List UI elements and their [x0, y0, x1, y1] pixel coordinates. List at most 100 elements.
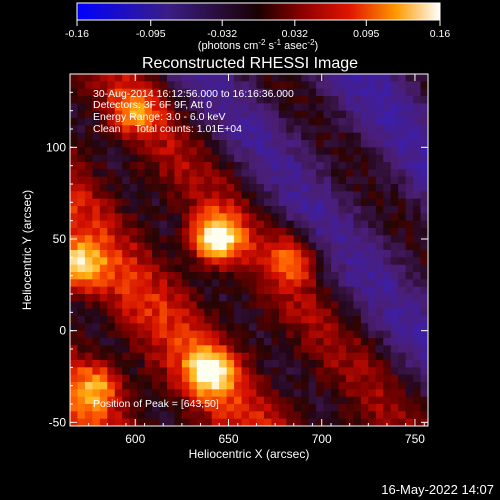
heatmap-pixel — [174, 184, 183, 192]
heatmap-pixel — [271, 396, 280, 405]
heatmap-pixel — [99, 323, 108, 332]
heatmap-pixel — [398, 162, 407, 170]
heatmap-pixel — [159, 308, 168, 317]
heatmap-pixel — [383, 418, 392, 427]
heatmap-pixel — [196, 389, 205, 398]
heatmap-pixel — [241, 323, 250, 332]
heatmap-pixel — [159, 74, 168, 82]
heatmap-pixel — [308, 264, 317, 273]
heatmap-pixel — [70, 316, 78, 324]
heatmap-pixel — [405, 110, 414, 119]
heatmap-pixel — [256, 323, 265, 332]
heatmap-pixel — [383, 330, 392, 339]
heatmap-pixel — [226, 257, 235, 266]
heatmap-pixel — [92, 81, 101, 90]
heatmap-pixel — [263, 352, 272, 361]
heatmap-pixel — [159, 345, 168, 354]
heatmap-pixel — [405, 345, 414, 354]
heatmap-pixel — [249, 367, 257, 376]
heatmap-pixel — [137, 294, 145, 302]
heatmap-pixel — [226, 220, 235, 229]
heatmap-pixel — [241, 176, 250, 185]
heatmap-pixel — [211, 191, 220, 200]
heatmap-pixel — [196, 147, 205, 156]
heatmap-pixel — [174, 367, 183, 376]
heatmap-pixel — [286, 191, 295, 200]
heatmap-pixel — [383, 176, 392, 185]
heatmap-pixel — [405, 154, 414, 163]
heatmap-pixel — [144, 286, 153, 295]
heatmap-pixel — [189, 382, 198, 390]
heatmap-pixel — [271, 411, 280, 420]
heatmap-pixel — [345, 389, 354, 398]
heatmap-pixel — [114, 323, 123, 332]
heatmap-pixel — [345, 382, 354, 390]
heatmap-pixel — [77, 352, 86, 361]
heatmap-pixel — [405, 301, 414, 310]
heatmap-pixel — [77, 330, 86, 339]
heatmap-pixel — [249, 257, 257, 266]
heatmap-pixel — [196, 169, 205, 178]
heatmap-pixel — [189, 264, 198, 273]
heatmap-pixel — [204, 279, 213, 288]
heatmap-pixel — [353, 176, 362, 185]
heatmap-pixel — [159, 235, 168, 244]
heatmap-pixel — [375, 286, 384, 295]
heatmap-pixel — [114, 125, 123, 134]
heatmap-pixel — [137, 330, 145, 339]
heatmap-pixel — [174, 294, 183, 302]
heatmap-pixel — [308, 125, 317, 134]
heatmap-pixel — [368, 125, 377, 134]
heatmap-pixel — [99, 154, 108, 163]
heatmap-pixel — [226, 279, 235, 288]
heatmap-pixel — [166, 272, 175, 280]
annotation-energy: Energy Range: 3.0 - 6.0 keV — [93, 111, 226, 123]
heatmap-pixel — [84, 103, 93, 112]
heatmap-pixel — [398, 286, 407, 295]
heatmap-pixel — [129, 162, 138, 170]
heatmap-pixel — [99, 404, 108, 412]
heatmap-pixel — [129, 316, 138, 324]
heatmap-pixel — [331, 176, 339, 185]
heatmap-pixel — [137, 118, 145, 126]
heatmap-pixel — [234, 96, 242, 104]
heatmap-pixel — [129, 323, 138, 332]
heatmap-pixel — [360, 198, 369, 207]
heatmap-pixel — [234, 118, 242, 126]
heatmap-pixel — [99, 235, 108, 244]
heatmap-pixel — [390, 96, 399, 104]
heatmap-pixel — [84, 360, 93, 368]
heatmap-pixel — [137, 404, 145, 412]
heatmap-pixel — [92, 88, 101, 97]
heatmap-pixel — [323, 411, 332, 420]
heatmap-pixel — [189, 389, 198, 398]
heatmap-pixel — [107, 389, 116, 398]
heatmap-pixel — [405, 257, 414, 266]
heatmap-pixel — [249, 235, 257, 244]
heatmap-pixel — [122, 272, 131, 280]
heatmap-pixel — [211, 323, 220, 332]
heatmap-pixel — [181, 96, 190, 104]
heatmap-pixel — [129, 125, 138, 134]
heatmap-pixel — [256, 110, 265, 119]
heatmap-pixel — [70, 404, 78, 412]
heatmap-pixel — [405, 396, 414, 405]
heatmap-pixel — [308, 213, 317, 222]
heatmap-pixel — [114, 140, 123, 148]
heatmap-pixel — [383, 411, 392, 420]
heatmap-pixel — [278, 213, 287, 222]
heatmap-pixel — [420, 367, 429, 376]
heatmap-pixel — [166, 228, 175, 236]
heatmap-pixel — [368, 242, 377, 251]
heatmap-pixel — [316, 264, 324, 273]
heatmap-pixel — [137, 228, 145, 236]
heatmap-pixel — [144, 125, 153, 134]
heatmap-pixel — [107, 242, 116, 251]
heatmap-pixel — [345, 367, 354, 376]
heatmap-pixel — [70, 74, 78, 82]
heatmap-pixel — [256, 213, 265, 222]
heatmap-pixel — [144, 81, 153, 90]
heatmap-pixel — [375, 396, 384, 405]
heatmap-pixel — [174, 81, 183, 90]
heatmap-pixel — [204, 345, 213, 354]
